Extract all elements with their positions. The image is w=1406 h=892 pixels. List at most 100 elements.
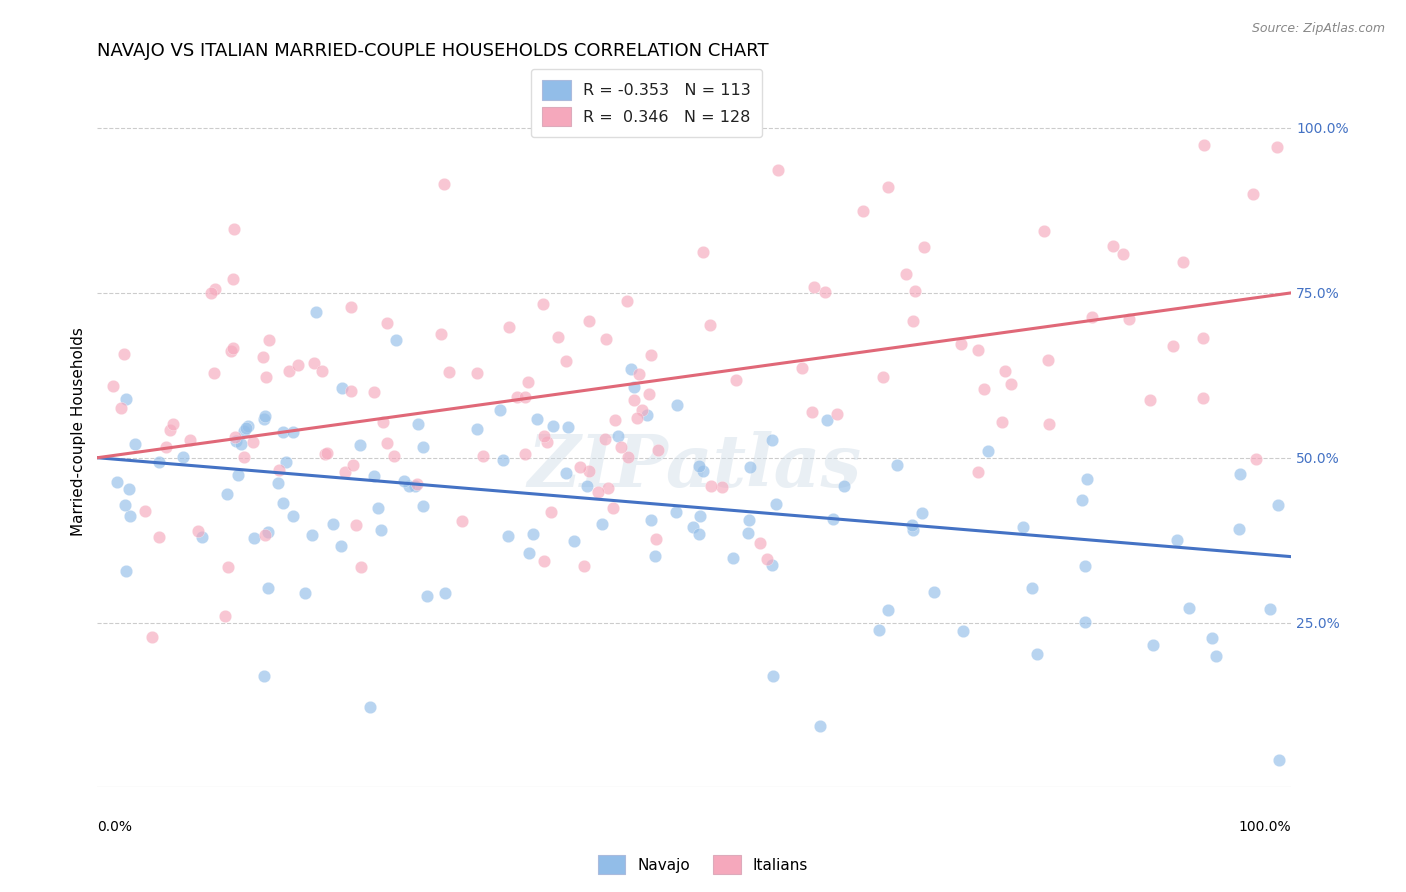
Point [217,560,239,574]
Point [688,458,710,473]
Point [434,586,457,600]
Point [803,280,825,294]
Point [1070,492,1092,507]
Point [616,293,638,308]
Point [533,554,555,568]
Point [287,358,309,372]
Point [738,513,761,527]
Point [1171,254,1194,268]
Point [602,501,624,516]
Point [689,509,711,524]
Point [1012,520,1035,534]
Point [994,364,1017,378]
Point [204,282,226,296]
Point [200,285,222,300]
Point [115,392,138,407]
Point [492,452,515,467]
Point [513,447,536,461]
Point [430,326,453,341]
Point [252,350,274,364]
Point [1178,600,1201,615]
Point [330,539,353,553]
Point [578,314,600,328]
Point [569,459,592,474]
Point [950,337,973,351]
Point [465,366,488,380]
Text: Source: ZipAtlas.com: Source: ZipAtlas.com [1251,22,1385,36]
Point [253,669,276,683]
Point [761,434,783,448]
Point [606,429,628,443]
Point [179,433,201,447]
Point [1142,638,1164,652]
Point [257,333,280,347]
Point [222,272,245,286]
Point [134,503,156,517]
Point [375,316,398,330]
Point [1205,649,1227,664]
Point [977,443,1000,458]
Point [886,458,908,472]
Point [710,480,733,494]
Point [375,436,398,450]
Point [647,442,669,457]
Point [541,419,564,434]
Point [1074,615,1097,629]
Point [640,513,662,527]
Point [700,479,723,493]
Point [1229,467,1251,481]
Point [232,425,254,439]
Point [1032,224,1054,238]
Point [342,458,364,472]
Point [591,517,613,532]
Point [406,417,429,431]
Point [110,401,132,415]
Point [363,384,385,399]
Point [1201,631,1223,645]
Point [644,532,666,546]
Point [322,517,344,532]
Point [330,381,353,395]
Point [1000,376,1022,391]
Point [363,468,385,483]
Point [1241,187,1264,202]
Point [412,440,434,454]
Legend: R = -0.353   N = 113, R =  0.346   N = 128: R = -0.353 N = 113, R = 0.346 N = 128 [530,69,762,137]
Point [517,375,540,389]
Point [433,177,456,191]
Point [221,341,243,355]
Point [894,268,917,282]
Point [124,437,146,451]
Point [808,719,831,733]
Point [761,669,783,683]
Point [1111,246,1133,260]
Point [394,474,416,488]
Point [877,602,900,616]
Point [277,364,299,378]
Point [605,413,627,427]
Point [465,422,488,436]
Point [1192,331,1215,345]
Point [868,623,890,637]
Point [991,416,1014,430]
Point [316,446,339,460]
Point [768,162,790,177]
Point [737,526,759,541]
Point [967,343,990,357]
Point [517,546,540,560]
Point [437,366,460,380]
Point [398,479,420,493]
Point [852,204,875,219]
Point [359,699,381,714]
Point [912,240,935,254]
Point [281,425,304,439]
Point [825,408,848,422]
Point [901,314,924,328]
Point [314,447,336,461]
Point [688,526,710,541]
Point [498,320,520,334]
Point [911,507,934,521]
Point [748,535,770,549]
Point [283,509,305,524]
Point [665,505,688,519]
